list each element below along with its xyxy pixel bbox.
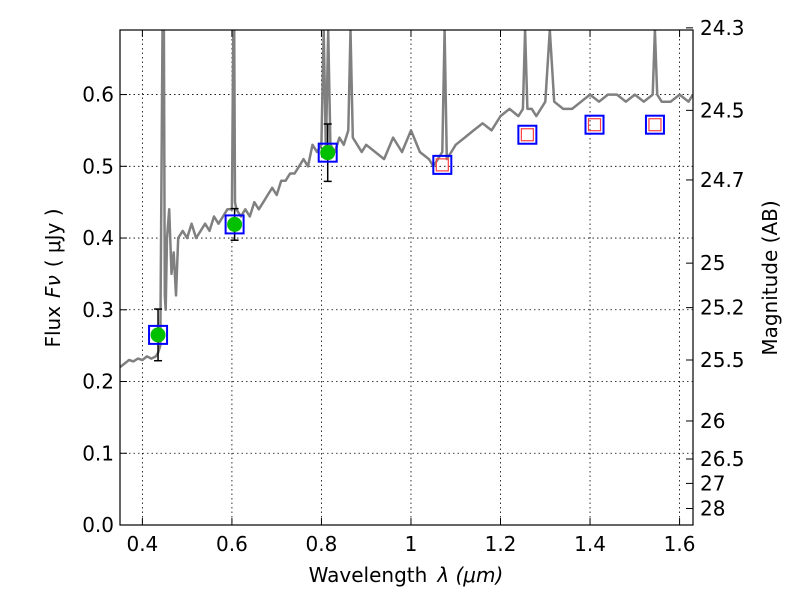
- spectrum-layer: [120, 30, 693, 369]
- upper-limit-point: [648, 118, 662, 132]
- observed-point: [320, 145, 336, 161]
- x-tick-label: 0.6: [216, 532, 248, 556]
- y-tick-label: 0.2: [82, 370, 114, 394]
- y2-tick-label: 24.5: [700, 98, 745, 122]
- y2-tick-label: 28: [700, 497, 725, 521]
- upper-limit-point: [587, 118, 602, 132]
- observed-point: [227, 216, 243, 232]
- upper-limit-point: [520, 128, 534, 142]
- y2-tick-label: 25.5: [700, 348, 745, 372]
- points-layer: [148, 114, 665, 362]
- plot-frame: [119, 29, 694, 526]
- x-tick-label: 1.2: [485, 532, 517, 556]
- y-tick-label: 0.0: [82, 513, 114, 537]
- x-tick-label: 1.4: [574, 532, 606, 556]
- y2-tick-label: 24.3: [700, 16, 745, 40]
- y2-tick-label: 26: [700, 409, 725, 433]
- observed-point: [150, 327, 166, 343]
- model-point: [317, 142, 338, 163]
- y2-tick-label: 25.2: [700, 296, 745, 320]
- model-point: [644, 114, 665, 135]
- y-tick-label: 0.6: [82, 83, 114, 107]
- y2-tick-label: 26.5: [700, 447, 745, 471]
- upper-limit-point: [435, 158, 449, 172]
- y-tick-label: 0.4: [82, 226, 114, 250]
- y2-tick-label: 25: [700, 251, 725, 275]
- y2-axis-title: Magnitude (AB): [758, 200, 782, 355]
- model-point: [517, 124, 538, 145]
- ticks-layer: [120, 27, 693, 526]
- model-point: [584, 114, 605, 135]
- model-point: [148, 324, 169, 345]
- x-tick-label: 0.4: [126, 532, 158, 556]
- y2-tick-label: 24.7: [700, 168, 745, 192]
- y-tick-label: 0.5: [82, 154, 114, 178]
- model-point: [224, 214, 245, 235]
- x-tick-label: 0.8: [306, 532, 338, 556]
- y-axis-title: FluxFν( μJy ): [41, 208, 65, 347]
- y-tick-label: 0.1: [82, 441, 114, 465]
- model-point: [432, 154, 453, 175]
- y-tick-label: 0.3: [82, 298, 114, 322]
- x-tick-label: 1: [405, 532, 418, 556]
- y2-tick-label: 27: [700, 471, 725, 495]
- labels-layer: 0.4 0.6 0.8 1 1.2 1.4 1.6 0.0 0.1 0.2 0.3 0.4 0.5 0.6…: [82, 16, 744, 556]
- x-axis-title: Wavelength λ (μm): [309, 563, 504, 587]
- grid-layer: [120, 30, 693, 525]
- spectrum-line: [120, 30, 693, 369]
- x-tick-label: 1.6: [664, 532, 696, 556]
